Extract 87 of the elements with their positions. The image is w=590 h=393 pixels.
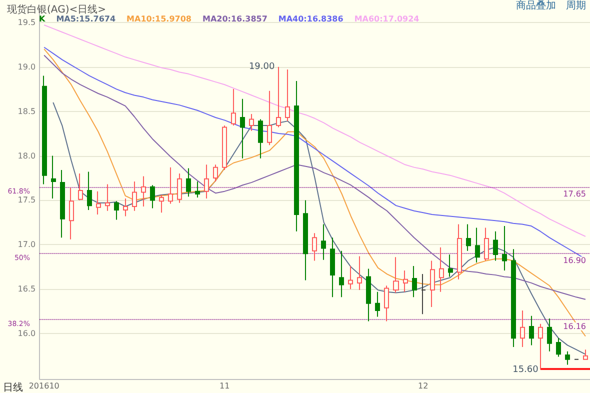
candlestick [393,256,399,294]
line-series [44,24,586,237]
candlestick [484,227,489,262]
candlestick [258,118,263,159]
candlestick [366,268,371,322]
text: MA20:16.3857 [202,14,268,24]
candlestick [159,194,164,214]
candlestick [204,164,209,199]
candlestick [87,171,92,211]
y-tick-label: 17.5 [18,196,36,205]
candlestick [267,90,272,146]
candlestick [321,224,326,260]
candlestick [538,323,543,370]
candlestick [556,338,561,358]
candlestick [357,256,362,291]
y-tick-label: 16.0 [18,329,36,338]
candlestick [421,274,426,315]
candlestick [375,291,380,318]
candlestick [412,266,417,298]
y-tick-label: 17.0 [18,240,36,250]
x-axis-title: 日线 [2,382,23,393]
annotation: 周期 [566,0,586,12]
candlestick [339,250,344,298]
candlestick [439,246,444,292]
candlestick [529,315,534,346]
candlestick [502,226,507,271]
candlestick [330,237,335,298]
text: MA40:16.8386 [278,14,344,24]
candlestick [51,155,56,199]
candlestick [457,224,462,280]
x-tick-label: 12 [418,382,428,390]
ref-line-label: 15.60 [512,365,539,376]
candlestick [312,232,317,262]
candlestick [384,285,389,322]
candlestick [105,184,110,212]
candlestick [69,187,74,240]
candlestick [195,181,200,198]
candlestick [249,113,254,132]
annotation: 商品叠加 [516,0,556,12]
x-tick-label: 11 [219,382,230,390]
candlestick [475,227,480,263]
candlestick [348,266,353,290]
candlestick [114,200,119,220]
x-tick-label: 201610 [28,382,60,390]
candlestick [240,98,245,159]
candlestick [276,66,281,128]
candlestick [403,270,408,292]
text: MA5:15.7674 [56,14,116,24]
candlestick [222,125,227,170]
y-tick-label: 18.0 [18,151,36,160]
annotation: 19.00 [248,62,275,72]
ref-line-label: 16.16 [563,322,586,331]
text: MA60:17.0924 [354,14,420,24]
candlestick [448,254,453,278]
candlestick [123,198,128,217]
line-series [52,102,586,355]
ref-line-label: 16.90 [563,256,586,266]
candlestick [186,168,191,198]
candlestick [430,260,435,308]
candlestick [466,224,471,252]
candlestick [96,190,101,215]
candlestick [547,318,552,352]
candlestick [511,248,516,348]
y-tick-label: 18.5 [18,106,36,116]
candlestick [168,166,173,204]
y-tick-label: 19.0 [18,62,36,72]
y-tick-label: 19.5 [18,18,36,27]
candlestick [213,164,218,182]
candlestick [565,350,570,366]
text: K [39,14,46,24]
candlestick [60,169,65,238]
chart-title: 现货白银(AG)<日线> [7,4,106,16]
candlestick [78,173,83,201]
ref-line-label: 17.65 [563,189,586,198]
candlestick [520,310,525,348]
candlestick [493,230,498,262]
candlestick [42,75,47,185]
candlestick [141,176,146,207]
candlestick [285,68,290,122]
text: MA10:15.9708 [126,14,192,24]
y-tick-label: 16.5 [18,284,36,294]
candlestick [303,200,308,281]
candlestick [177,173,182,204]
candlestick [150,184,155,209]
candlestick [231,88,236,126]
candlestick [132,181,137,212]
candlestick [294,80,299,232]
